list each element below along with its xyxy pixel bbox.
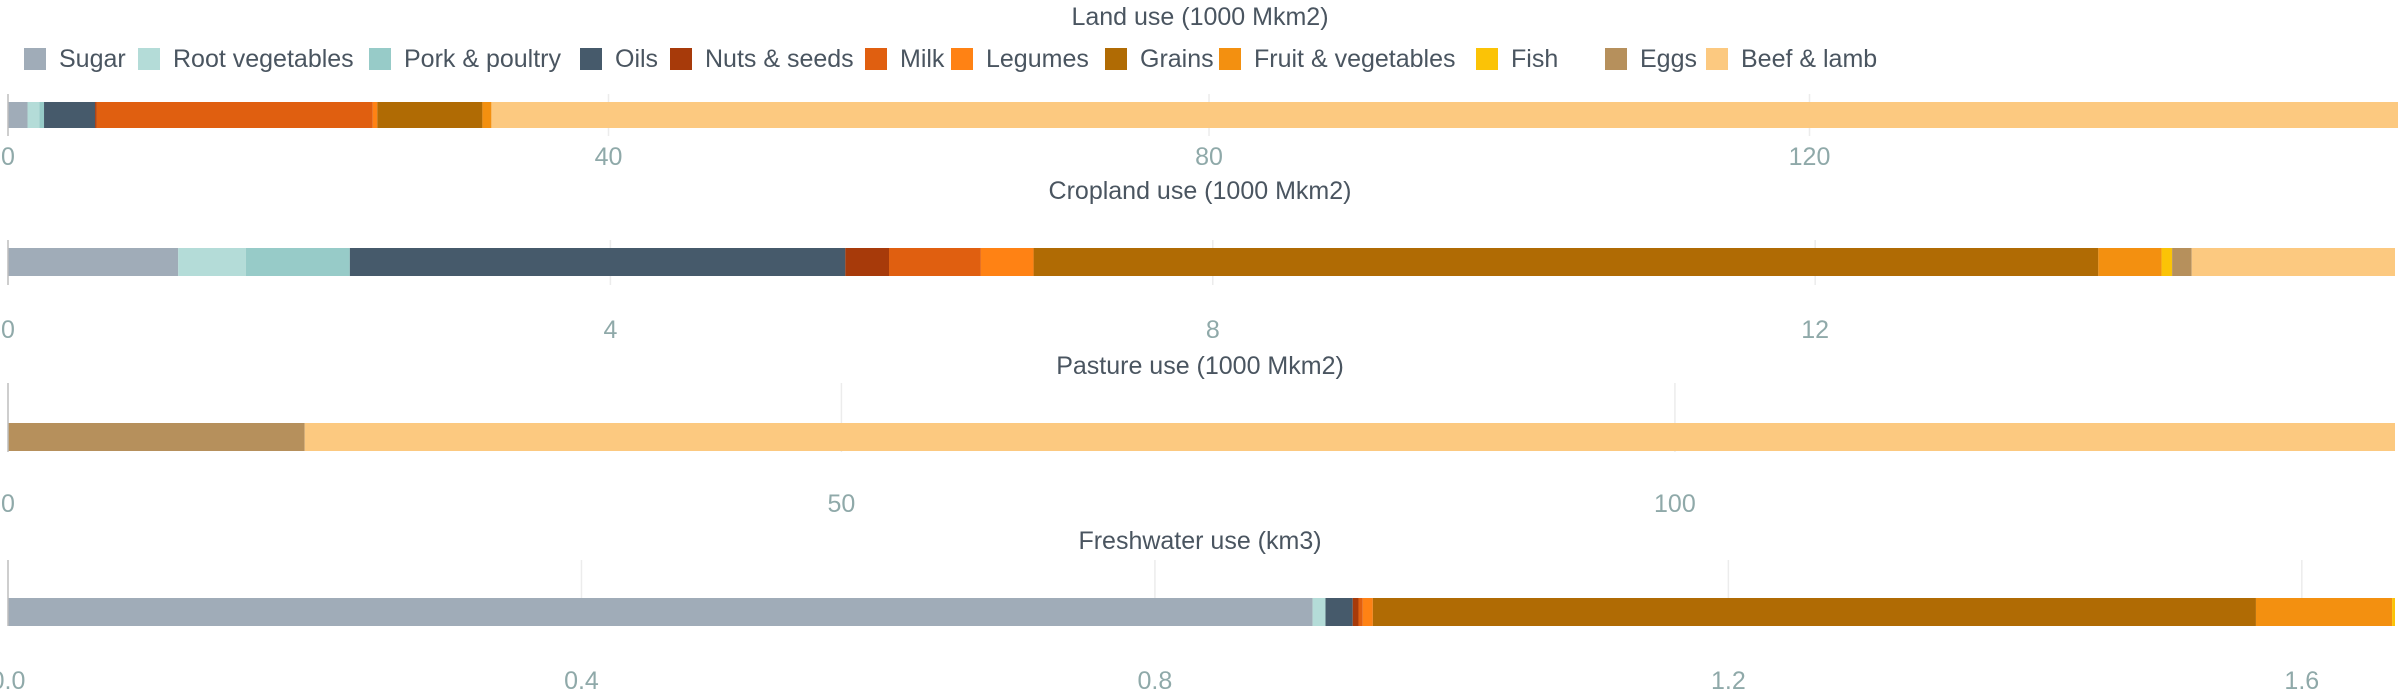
tick-label: 12 [1801, 316, 1829, 344]
tick-label: 1.6 [2284, 667, 2319, 695]
bar-segment-sugar[interactable] [8, 248, 179, 276]
legend-item-milk[interactable]: Milk [865, 45, 945, 73]
tick-label: 0.0 [0, 667, 25, 695]
bar-segment-root-vegetables[interactable] [178, 248, 246, 276]
bar-segment-eggs[interactable] [8, 423, 305, 451]
tick-label: 4 [603, 316, 617, 344]
legend-label: Milk [900, 45, 945, 73]
tick-label: 40 [595, 143, 623, 171]
bar-segment-milk[interactable] [889, 248, 981, 276]
legend-swatch [1706, 48, 1728, 70]
bar-segment-fruit-and-vegetables[interactable] [2098, 248, 2162, 276]
bar-segment-root-vegetables[interactable] [27, 102, 40, 128]
bar-segment-pork-and-poultry[interactable] [245, 248, 350, 276]
legend-swatch [138, 48, 160, 70]
tick-label: 120 [1789, 143, 1831, 171]
legend-label: Eggs [1640, 45, 1697, 73]
bar-segment-oils[interactable] [44, 102, 96, 128]
bar-segment-fish[interactable] [2161, 248, 2173, 276]
legend: Sugar Root vegetables Pork & poultry Oils Nu… [24, 45, 1877, 73]
bar-segment-nuts-and-seeds[interactable] [1352, 598, 1359, 626]
legend-item-grains[interactable]: Grains [1105, 45, 1214, 73]
bar-segment-pork-and-poultry[interactable] [39, 102, 45, 128]
legend-label: Fruit & vegetables [1254, 45, 1456, 73]
panel-title: Freshwater use (km3) [1078, 527, 1321, 555]
bar-segment-grains[interactable] [1372, 598, 2256, 626]
legend-item-sugar[interactable]: Sugar [24, 45, 126, 73]
bar-segment-grains[interactable] [1033, 248, 2099, 276]
legend-swatch [1105, 48, 1127, 70]
tick-label: 0.8 [1138, 667, 1173, 695]
legend-label: Oils [615, 45, 658, 73]
panel-title: Land use (1000 Mkm2) [1071, 3, 1328, 31]
legend-swatch [580, 48, 602, 70]
bar-segment-root-vegetables[interactable] [1312, 598, 1326, 626]
legend-label: Sugar [59, 45, 126, 73]
legend-label: Legumes [986, 45, 1089, 73]
legend-item-root-vegetables[interactable]: Root vegetables [138, 45, 354, 73]
tick-label: 8 [1206, 316, 1220, 344]
bar-segment-beef-and-lamb[interactable] [2191, 248, 2395, 276]
tick-label: 0 [1, 490, 15, 518]
bar-segment-sugar[interactable] [8, 102, 28, 128]
bar-segment-milk[interactable] [96, 102, 373, 128]
panel-freshwater-use-km3: Freshwater use (km3) 0.0 0.4 0.8 1.2 1.6 [0, 527, 2395, 695]
legend-item-fruit-and-vegetables[interactable]: Fruit & vegetables [1219, 45, 1456, 73]
legend-swatch [951, 48, 973, 70]
bar-segment-beef-and-lamb[interactable] [491, 102, 2399, 128]
bar-segment-beef-and-lamb[interactable] [304, 423, 2396, 451]
legend-item-fish[interactable]: Fish [1476, 45, 1558, 73]
bar-segment-fruit-and-vegetables[interactable] [482, 102, 492, 128]
tick-label: 0.4 [564, 667, 599, 695]
bar-segment-legumes[interactable] [980, 248, 1034, 276]
bar-segment-milk[interactable] [1358, 598, 1363, 626]
bar-segment-sugar[interactable] [8, 598, 1313, 626]
panel-cropland-use-1000-mkm2: Cropland use (1000 Mkm2) 0 4 8 12 [1, 177, 2395, 344]
bar-segment-legumes[interactable] [372, 102, 378, 128]
tick-label: 0 [1, 316, 15, 344]
legend-swatch [865, 48, 887, 70]
legend-swatch [1605, 48, 1627, 70]
bar-segment-fruit-and-vegetables[interactable] [2255, 598, 2393, 626]
bar-segment-oils[interactable] [349, 248, 846, 276]
legend-label: Beef & lamb [1741, 45, 1877, 73]
bar-segment-oils[interactable] [1325, 598, 1353, 626]
legend-label: Nuts & seeds [705, 45, 854, 73]
panel-land-use-1000-mkm2: Land use (1000 Mkm2) 0 40 80 120 [1, 3, 2399, 171]
legend-label: Grains [1140, 45, 1214, 73]
tick-label: 0 [1, 143, 15, 171]
panel-pasture-use-1000-mkm2: Pasture use (1000 Mkm2) 0 50 100 [1, 352, 2396, 518]
panel-title: Cropland use (1000 Mkm2) [1049, 177, 1352, 205]
legend-swatch [24, 48, 46, 70]
bar-segment-grains[interactable] [377, 102, 483, 128]
legend-item-pork-and-poultry[interactable]: Pork & poultry [369, 45, 562, 73]
legend-item-eggs[interactable]: Eggs [1605, 45, 1697, 73]
bar-segment-nuts-and-seeds[interactable] [95, 102, 97, 128]
tick-label: 50 [828, 490, 856, 518]
legend-item-nuts-and-seeds[interactable]: Nuts & seeds [670, 45, 854, 73]
legend-swatch [1219, 48, 1241, 70]
legend-label: Pork & poultry [404, 45, 562, 73]
legend-swatch [369, 48, 391, 70]
bar-segment-eggs[interactable] [2172, 248, 2192, 276]
bar-segment-nuts-and-seeds[interactable] [845, 248, 890, 276]
tick-label: 100 [1654, 490, 1696, 518]
legend-item-oils[interactable]: Oils [580, 45, 658, 73]
bar-segment-fish[interactable] [2392, 598, 2395, 626]
legend-swatch [1476, 48, 1498, 70]
legend-item-beef-and-lamb[interactable]: Beef & lamb [1706, 45, 1877, 73]
bar-segment-legumes[interactable] [1362, 598, 1373, 626]
tick-label: 1.2 [1711, 667, 1746, 695]
legend-label: Root vegetables [173, 45, 354, 73]
legend-label: Fish [1511, 45, 1558, 73]
tick-label: 80 [1195, 143, 1223, 171]
legend-item-legumes[interactable]: Legumes [951, 45, 1089, 73]
panel-title: Pasture use (1000 Mkm2) [1056, 352, 1344, 380]
legend-swatch [670, 48, 692, 70]
